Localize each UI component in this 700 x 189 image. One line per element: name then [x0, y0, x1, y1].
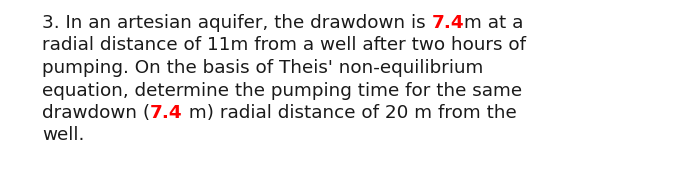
Text: m at a: m at a — [464, 14, 524, 32]
Text: drawdown (: drawdown ( — [42, 104, 150, 122]
Text: equation, determine the pumping time for the same: equation, determine the pumping time for… — [42, 81, 522, 99]
Text: 7.4: 7.4 — [150, 104, 183, 122]
Text: well.: well. — [42, 126, 85, 145]
Text: radial distance of 11m from a well after two hours of: radial distance of 11m from a well after… — [42, 36, 526, 54]
Text: 7.4: 7.4 — [431, 14, 464, 32]
Text: m) radial distance of 20 m from the: m) radial distance of 20 m from the — [183, 104, 517, 122]
Text: pumping. On the basis of Theis' non-equilibrium: pumping. On the basis of Theis' non-equi… — [42, 59, 484, 77]
Text: 3. In an artesian aquifer, the drawdown is: 3. In an artesian aquifer, the drawdown … — [42, 14, 431, 32]
